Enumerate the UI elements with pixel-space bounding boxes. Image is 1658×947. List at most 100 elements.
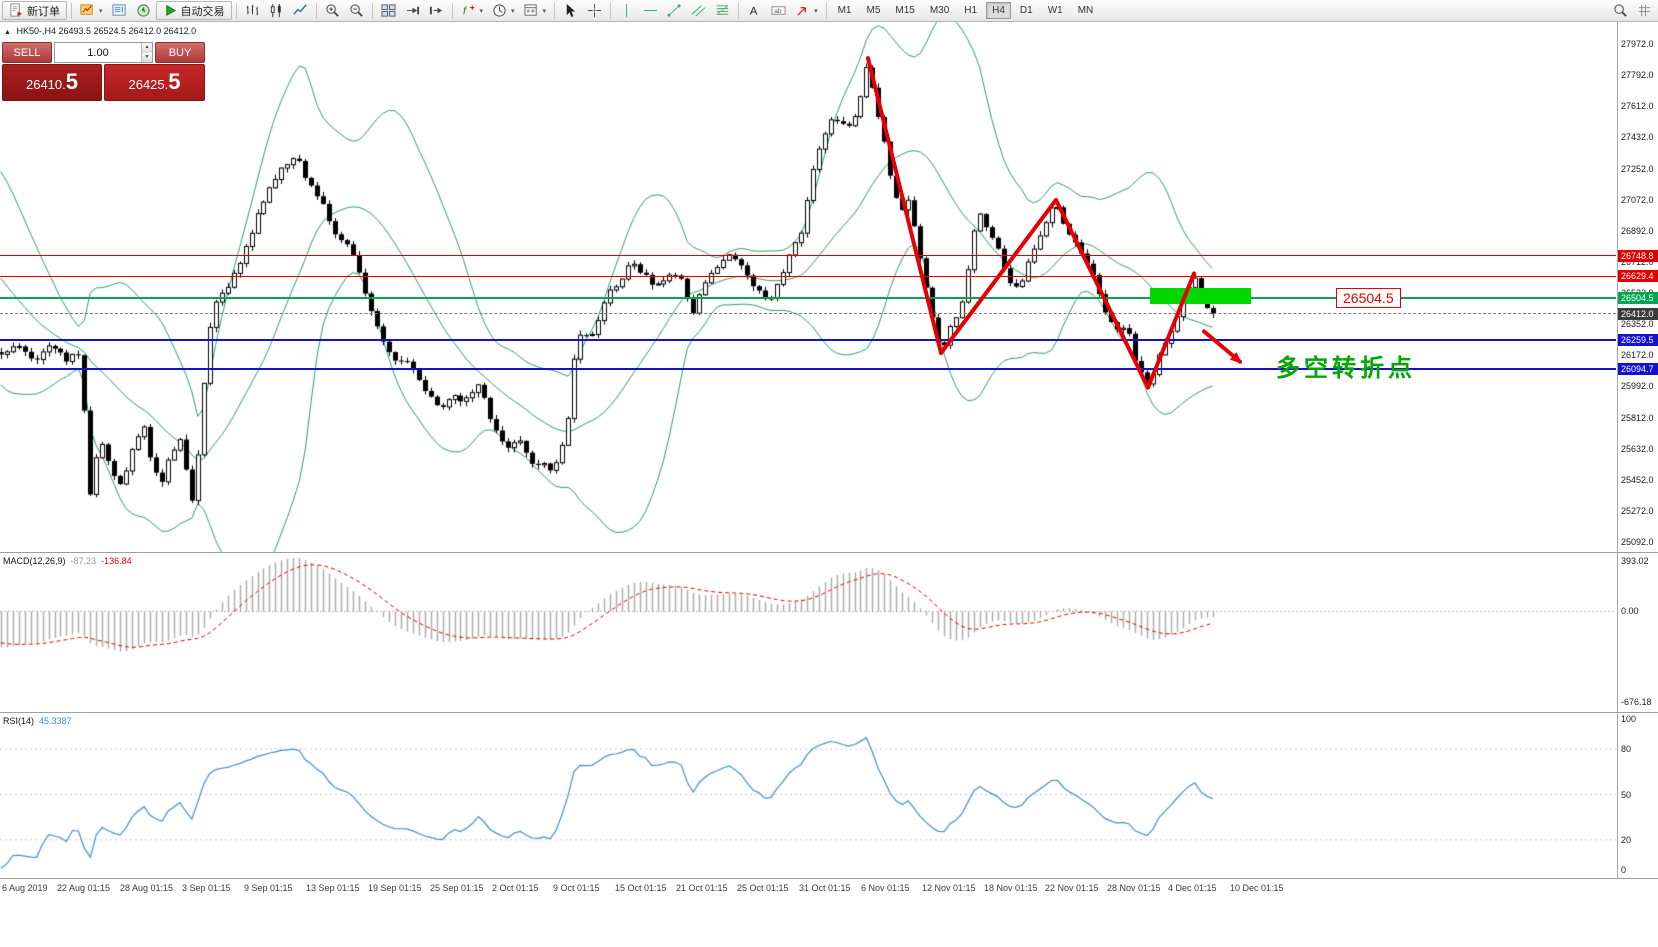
- toolbar-separator: [71, 2, 72, 19]
- timeframe-m5-button[interactable]: M5: [866, 5, 881, 16]
- search-icon: [1613, 3, 1628, 18]
- zoom-in-button[interactable]: [321, 1, 344, 20]
- one-click-collapse-icon[interactable]: ▲: [4, 29, 11, 36]
- timeframe-d1-button[interactable]: D1: [1019, 5, 1033, 16]
- navigator-button[interactable]: [132, 1, 155, 20]
- fibonacci-retracement-button[interactable]: [711, 1, 734, 20]
- grid-icon: [1637, 3, 1652, 18]
- macd-axis[interactable]: 393.02 0.00 -676.18: [1617, 553, 1658, 712]
- templates-button[interactable]: ▾: [520, 1, 551, 20]
- time-axis-label: 28 Aug 01:15: [120, 883, 174, 893]
- price-chart-canvas[interactable]: [0, 22, 1616, 552]
- macd-label: MACD(12,26,9) -87.23 -136.84: [3, 556, 132, 566]
- chart-shift-button[interactable]: [425, 1, 448, 20]
- time-axis-label: 12 Nov 01:15: [922, 883, 976, 893]
- time-axis-label: 10 Dec 01:15: [1230, 883, 1284, 893]
- time-axis-label: 6 Nov 01:15: [861, 883, 910, 893]
- price-axis[interactable]: 27972.0 27792.0 27612.0 27432.0 27252.0 27072…: [1617, 22, 1658, 552]
- macd-title: MACD(12,26,9): [3, 556, 66, 566]
- resistance-line-2-price-tag: 26629.4: [1618, 270, 1658, 282]
- macd-canvas[interactable]: [0, 553, 1616, 712]
- new-order-button[interactable]: 新订单: [2, 1, 67, 20]
- rsi-panel: RSI(14) 45.3387 100 80 50 20 0: [0, 712, 1658, 878]
- buy-price-big-digit: 5: [168, 69, 181, 94]
- green-highlight-zone[interactable]: [1150, 287, 1251, 305]
- time-axis-label: 6 Aug 2019: [2, 883, 48, 893]
- neworder-icon: [9, 3, 24, 18]
- zoomout-icon: [349, 3, 364, 18]
- time-axis-label: 22 Aug 01:15: [57, 883, 111, 893]
- search-button[interactable]: [1609, 1, 1632, 20]
- autoplay-icon: [163, 3, 178, 18]
- support-line-2[interactable]: [0, 368, 1616, 370]
- timeframe-h4-button[interactable]: H4: [986, 2, 1011, 19]
- trendline-button[interactable]: [663, 1, 686, 20]
- channel-icon: [691, 3, 706, 18]
- toolbar-separator: [825, 2, 827, 19]
- rsi-label: RSI(14) 45.3387: [3, 716, 72, 726]
- current-price-line[interactable]: [0, 313, 1616, 314]
- line-chart-button[interactable]: [289, 1, 312, 20]
- text-label-button[interactable]: ab: [767, 1, 790, 20]
- vertical-line-button[interactable]: [615, 1, 638, 20]
- periods-button[interactable]: ▾: [488, 1, 519, 20]
- equidistant-channel-button[interactable]: [687, 1, 710, 20]
- price-scale-label: 27432.0: [1621, 132, 1654, 143]
- price-scale-label: 27612.0: [1621, 101, 1654, 112]
- toolbar-separator: [235, 2, 237, 19]
- sell-price-button[interactable]: 26410. 5: [2, 64, 102, 101]
- bar-chart-button[interactable]: [241, 1, 264, 20]
- sell-button[interactable]: SELL: [2, 42, 52, 63]
- indicators-button[interactable]: f ▾: [457, 1, 488, 20]
- window-list-button[interactable]: [1633, 1, 1656, 20]
- new-chart-button[interactable]: ▾: [76, 1, 107, 20]
- timeframe-m15-button[interactable]: M15: [895, 5, 915, 16]
- candlestick-chart-button[interactable]: [265, 1, 288, 20]
- timeframe-m1-button[interactable]: M1: [837, 5, 852, 16]
- text-button[interactable]: A: [743, 1, 766, 20]
- auto-trading-button[interactable]: 自动交易: [155, 1, 232, 20]
- volume-down-button[interactable]: ▼: [142, 52, 152, 62]
- price-scale-label: 25092.0: [1621, 537, 1654, 547]
- toolbar-separator: [315, 2, 317, 19]
- vline-icon: [619, 3, 634, 18]
- caret-down-icon: ▾: [814, 7, 818, 15]
- caret-down-icon: ▾: [479, 7, 484, 15]
- support-line-1[interactable]: [0, 339, 1616, 341]
- timeframe-h1-button[interactable]: H1: [964, 5, 978, 16]
- toolbar-separator: [738, 2, 740, 19]
- hline-icon: [643, 3, 658, 18]
- arrow-objects-button[interactable]: ▾: [791, 1, 822, 20]
- time-axis-label: 25 Sep 01:15: [430, 883, 484, 893]
- timeframe-m30-button[interactable]: M30: [929, 5, 950, 16]
- buy-price-button[interactable]: 26425. 5: [104, 64, 205, 101]
- price-scale-label: 27252.0: [1621, 163, 1654, 174]
- buy-button[interactable]: BUY: [155, 42, 205, 63]
- cursor-button[interactable]: [559, 1, 582, 20]
- resistance-line-2[interactable]: [0, 276, 1616, 277]
- timeframe-mn-button[interactable]: MN: [1077, 5, 1094, 16]
- rsi-scale-label: 0: [1621, 865, 1627, 875]
- tile-windows-button[interactable]: [377, 1, 400, 20]
- label-icon: ab: [771, 3, 786, 18]
- pivot-line[interactable]: [0, 297, 1616, 299]
- newchart-icon: [80, 3, 95, 18]
- horizontal-line-button[interactable]: [639, 1, 662, 20]
- price-callout-box[interactable]: 26504.5: [1336, 287, 1401, 308]
- timeframe-w1-button[interactable]: W1: [1047, 5, 1063, 16]
- resistance-line-1[interactable]: [0, 255, 1616, 256]
- time-axis-label: 31 Oct 01:15: [799, 883, 851, 893]
- crosshair-button[interactable]: [583, 1, 606, 20]
- time-axis[interactable]: 6 Aug 2019 22 Aug 01:15 28 Aug 01:15 3 Sep …: [0, 878, 1658, 900]
- market-watch-button[interactable]: [108, 1, 131, 20]
- auto-scroll-button[interactable]: [401, 1, 424, 20]
- volume-input[interactable]: 1.00 ▲ ▼: [54, 42, 153, 63]
- zoom-out-button[interactable]: [345, 1, 368, 20]
- symbol-info: ▲ HK50-,H4 26493.5 26524.5 26412.0 26412…: [4, 26, 196, 36]
- rsi-axis[interactable]: 100 80 50 20 0: [1617, 713, 1658, 878]
- cursor-icon: [563, 3, 578, 18]
- volume-up-button[interactable]: ▲: [142, 43, 152, 53]
- price-scale-label: 27792.0: [1621, 70, 1654, 81]
- turning-point-note[interactable]: 多空转折点: [1276, 355, 1416, 382]
- rsi-canvas[interactable]: [0, 713, 1616, 878]
